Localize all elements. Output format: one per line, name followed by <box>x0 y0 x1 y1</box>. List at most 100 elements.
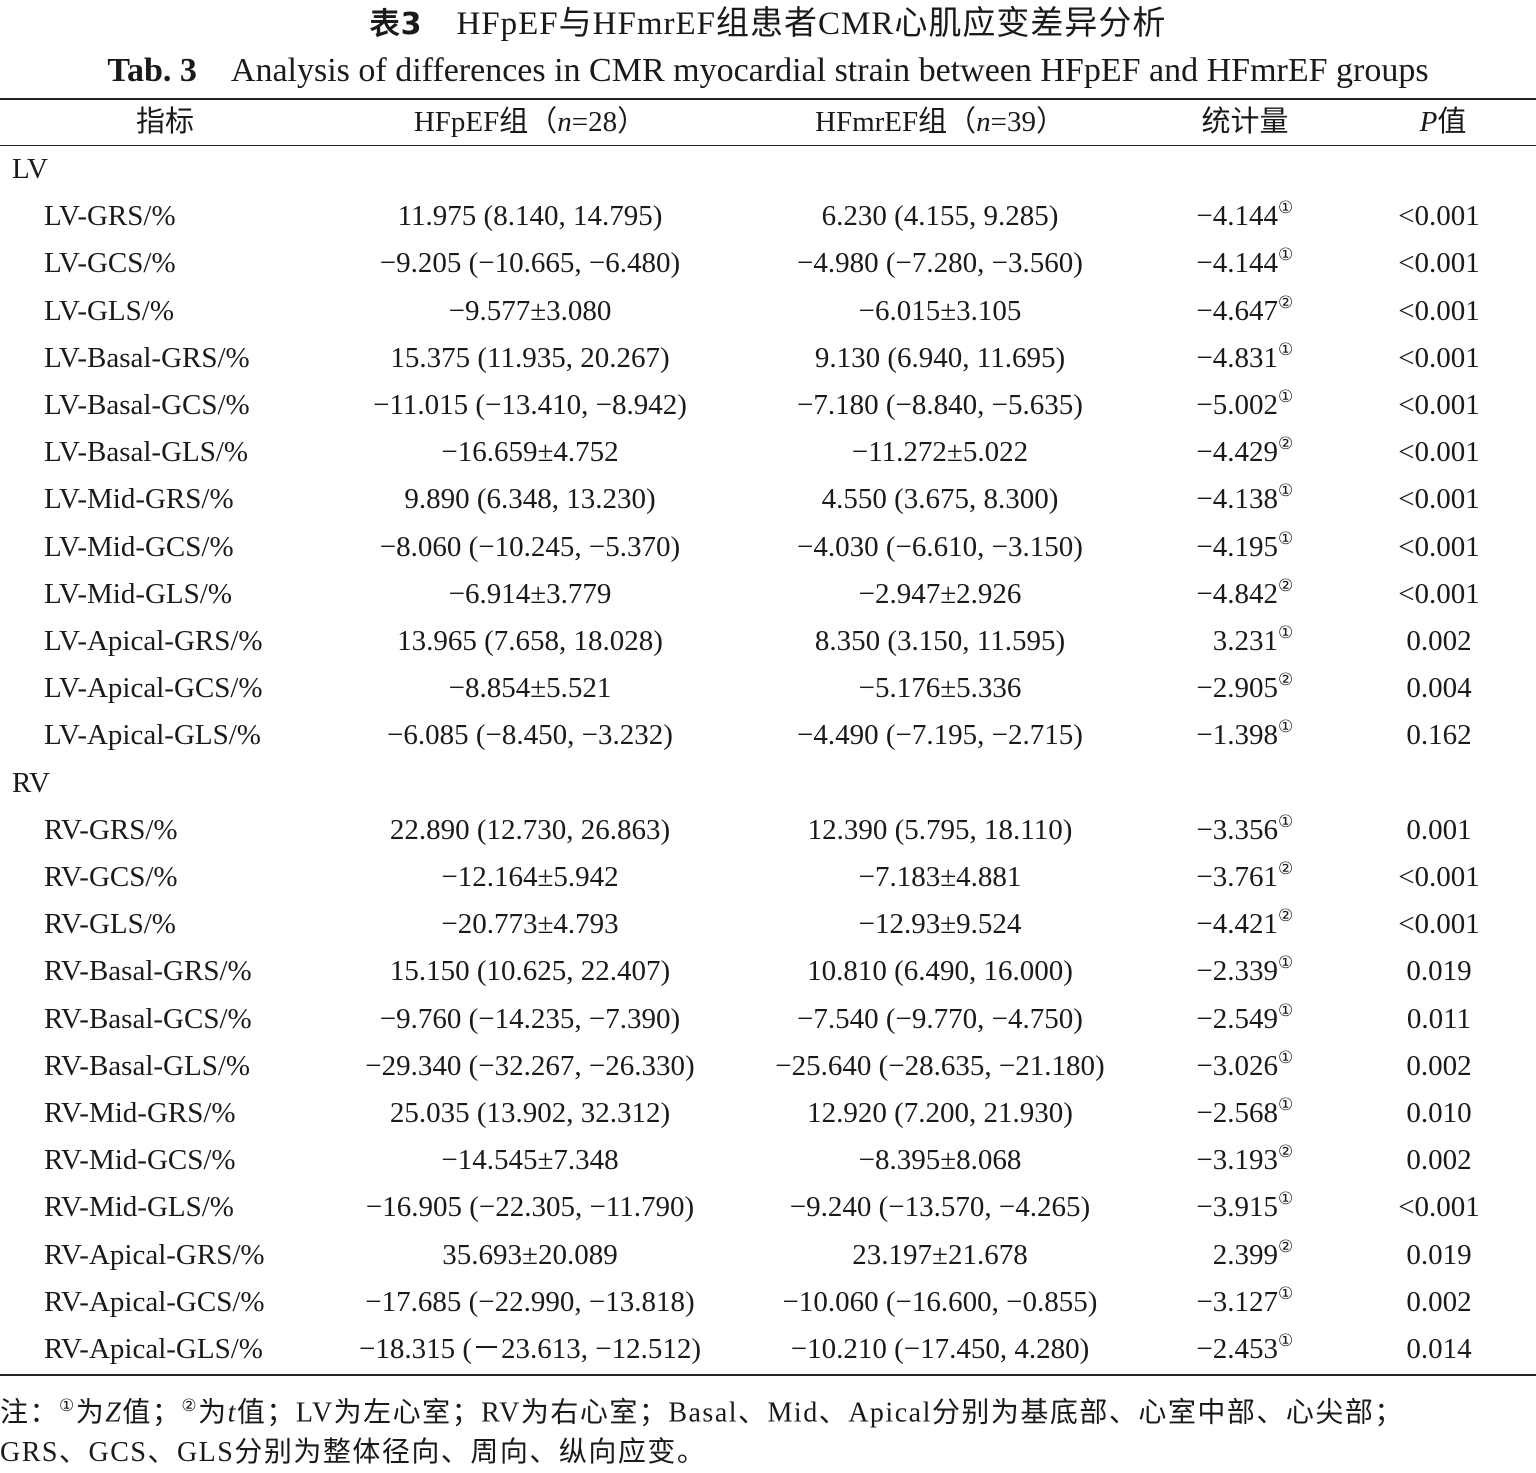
cell-hfmref: 23.197±21.678 <box>852 1238 1028 1271</box>
cell-statistic-note: ① <box>1278 481 1294 501</box>
cell-indicator: LV-Mid-GCS/% <box>44 530 234 563</box>
header-hfmref: HFmrEF组（n=39） <box>815 106 1065 138</box>
cell-p-value: <0.001 <box>1398 436 1480 469</box>
table-row: LV-Mid-GCS/% −8.060 (−10.245, −5.370) −4.0… <box>0 524 1536 571</box>
table-header: 指标 HFpEF组（n=28） HFmrEF组（n=39） 统计量 P值 <box>0 100 1536 145</box>
cell-hfmref: −2.947±2.926 <box>858 577 1022 610</box>
cell-statistic-note: ① <box>1278 1189 1294 1209</box>
table-row: LV-Apical-GCS/% −8.854±5.521 −5.176±5.336 −… <box>0 665 1536 712</box>
cell-hfpef: −11.015 (−13.410, −8.942) <box>373 389 687 421</box>
table-row: RV-GLS/% −20.773±4.793 −12.93±9.524 −4.421 ②… <box>0 901 1536 948</box>
table-title-chinese: 表3 HFpEF与HFmrEF组患者CMR心肌应变差异分析 <box>0 4 1536 45</box>
cell-statistic-note: ① <box>1278 1095 1294 1114</box>
cell-hfmref: −10.060 (−16.600, −0.855) <box>782 1285 1098 1318</box>
cell-p-value: <0.001 <box>1398 577 1480 610</box>
cell-hfpef: −18.315 (－23.613, −12.512) <box>358 1333 702 1365</box>
cell-statistic-note: ① <box>1278 953 1294 973</box>
cell-statistic: −4.138 <box>1196 483 1278 516</box>
table-row: LV-GRS/% 11.975 (8.140, 14.795) 6.230 (4.1… <box>0 193 1536 240</box>
cell-statistic: −4.421 <box>1196 908 1278 941</box>
cell-hfmref: 9.130 (6.940, 11.695) <box>814 341 1066 374</box>
cell-hfpef: 22.890 (12.730, 26.863) <box>389 813 671 846</box>
cell-hfmref: 10.810 (6.490, 16.000) <box>807 955 1073 988</box>
cell-p-value: 0.004 <box>1406 672 1472 705</box>
cell-indicator: LV-Basal-GRS/% <box>44 341 250 374</box>
cell-p-value: 0.019 <box>1406 955 1472 988</box>
cell-hfpef: −9.577±3.080 <box>448 294 612 327</box>
cell-hfpef: 15.375 (11.935, 20.267) <box>390 341 670 374</box>
table-row: RV-Mid-GCS/% −14.545±7.348 −8.395±8.068 −3.… <box>0 1137 1536 1184</box>
cell-indicator: RV-Basal-GCS/% <box>44 1002 252 1035</box>
cell-p-value: <0.001 <box>1398 341 1480 374</box>
table-row: RV-Apical-GLS/% −18.315 (－23.613, −12.512… <box>0 1326 1536 1373</box>
table-row: LV-Apical-GRS/% 13.965 (7.658, 18.028) 8.3… <box>0 618 1536 665</box>
cell-indicator: LV-GRS/% <box>44 200 176 233</box>
cell-indicator: LV-Mid-GLS/% <box>44 577 232 610</box>
cell-statistic-note: ① <box>1278 717 1294 737</box>
cell-hfpef: 35.693±20.089 <box>442 1238 618 1271</box>
cell-indicator: RV-Apical-GRS/% <box>44 1238 265 1271</box>
cell-statistic-note: ① <box>1278 245 1294 265</box>
table-row: RV-Apical-GCS/% −17.685 (−22.990, −13.818… <box>0 1279 1536 1326</box>
cell-indicator: LV-Basal-GLS/% <box>44 436 249 469</box>
cell-statistic-note: ① <box>1278 528 1294 548</box>
cell-hfpef: −9.760 (−14.235, −7.390) <box>379 1002 681 1035</box>
cell-statistic-note: ① <box>1278 1331 1294 1350</box>
cell-statistic: −4.647 <box>1196 294 1278 327</box>
cell-hfmref: 6.230 (4.155, 9.285) <box>821 200 1059 233</box>
cell-indicator: RV-Apical-GLS/% <box>44 1333 263 1365</box>
cell-indicator: RV-Mid-GRS/% <box>44 1097 236 1129</box>
top-rule <box>0 98 1536 100</box>
bottom-rule <box>0 1374 1536 1376</box>
cell-statistic: −2.905 <box>1196 672 1278 705</box>
section-label: RV <box>12 766 50 799</box>
cell-hfmref: −7.540 (−9.770, −4.750) <box>797 1002 1083 1035</box>
cell-indicator: RV-Apical-GCS/% <box>44 1285 265 1318</box>
cell-indicator: LV-Apical-GCS/% <box>44 672 263 705</box>
cell-statistic-note: ② <box>1278 434 1294 454</box>
cell-hfmref: −7.180 (−8.840, −5.635) <box>797 389 1083 421</box>
cell-p-value: <0.001 <box>1398 861 1480 893</box>
table-row: LV-Basal-GCS/% −11.015 (−13.410, −8.942) −… <box>0 382 1536 429</box>
cell-hfpef: 11.975 (8.140, 14.795) <box>397 200 663 233</box>
cell-statistic-note: ② <box>1278 670 1294 690</box>
cell-p-value: <0.001 <box>1398 247 1480 280</box>
cell-statistic-note: ① <box>1278 339 1294 359</box>
cell-p-value: 0.011 <box>1406 1002 1472 1035</box>
cell-statistic-note: ② <box>1278 859 1294 878</box>
cell-indicator: LV-Apical-GRS/% <box>44 625 263 657</box>
cell-p-value: <0.001 <box>1398 483 1480 516</box>
cell-statistic: −2.339 <box>1196 955 1278 988</box>
header-indicator: 指标 <box>135 106 194 138</box>
cell-hfmref: −5.176±5.336 <box>858 672 1022 705</box>
header-statistic: 统计量 <box>1201 106 1289 138</box>
cell-statistic-note: ① <box>1278 198 1294 218</box>
cell-hfmref: −11.272±5.022 <box>851 436 1029 469</box>
table-caption-cn: HFpEF与HFmrEF组患者CMR心肌应变差异分析 <box>456 6 1167 42</box>
cell-hfmref: 4.550 (3.675, 8.300) <box>821 483 1059 516</box>
cell-hfmref: −9.240 (−13.570, −4.265) <box>789 1191 1091 1224</box>
cell-statistic-note: ① <box>1278 623 1294 642</box>
cell-indicator: RV-GRS/% <box>44 813 178 846</box>
cell-hfmref: −25.640 (−28.635, −21.180) <box>775 1049 1105 1082</box>
cell-hfmref: −8.395±8.068 <box>858 1144 1022 1177</box>
cell-p-value: 0.002 <box>1406 1285 1472 1318</box>
cell-hfpef: −6.085 (−8.450, −3.232) <box>387 719 673 752</box>
cell-p-value: 0.001 <box>1406 813 1472 846</box>
table-row: LV-Mid-GRS/% 9.890 (6.348, 13.230) 4.550 (… <box>0 476 1536 523</box>
cell-hfpef: −16.659±4.752 <box>441 436 619 469</box>
cell-statistic: −4.831 <box>1196 341 1278 374</box>
cell-hfmref: −4.490 (−7.195, −2.715) <box>797 719 1083 752</box>
cell-hfpef: −9.205 (−10.665, −6.480) <box>379 247 681 280</box>
cell-statistic-note: ① <box>1278 1000 1294 1020</box>
cell-statistic: −4.842 <box>1196 577 1278 610</box>
cell-p-value: 0.002 <box>1406 625 1472 657</box>
table-row: RV-Apical-GRS/% 35.693±20.089 23.197±21.67… <box>0 1232 1536 1279</box>
cell-hfpef: −8.854±5.521 <box>448 672 612 705</box>
cell-statistic: −2.568 <box>1196 1097 1278 1129</box>
cell-hfmref: 8.350 (3.150, 11.595) <box>814 625 1066 657</box>
cell-statistic: −4.144 <box>1196 247 1278 280</box>
cell-statistic-note: ② <box>1278 1236 1294 1256</box>
cell-indicator: RV-GCS/% <box>44 861 178 893</box>
cell-p-value: 0.010 <box>1406 1097 1472 1129</box>
